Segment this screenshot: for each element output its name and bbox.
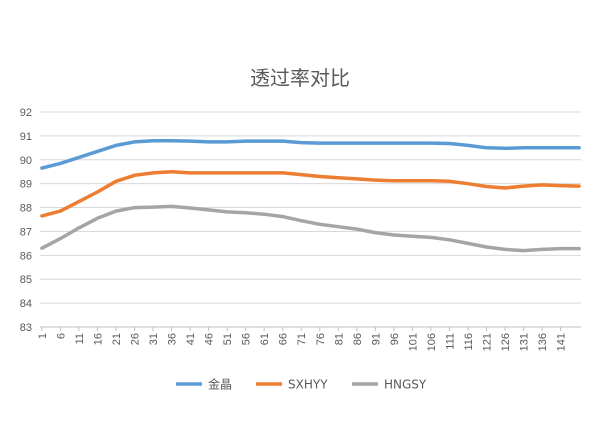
series-line-2 xyxy=(40,169,581,218)
y-tick-label: 90 xyxy=(20,155,32,167)
y-tick-label: 87 xyxy=(20,226,32,238)
x-tick-label: 36 xyxy=(167,333,179,345)
x-tick-label: 121 xyxy=(482,333,494,351)
x-tick-label: 96 xyxy=(389,333,401,345)
chart-title: 透过率对比 xyxy=(250,66,350,90)
series-line-1 xyxy=(40,138,581,170)
x-tick-label: 81 xyxy=(333,333,345,345)
x-tick-label: 126 xyxy=(500,333,512,351)
x-tick-label: 86 xyxy=(352,333,364,345)
legend-label: HNGSY xyxy=(384,378,427,392)
x-tick-label: 26 xyxy=(129,333,141,345)
x-tick-label: 41 xyxy=(185,333,197,345)
x-tick-label: 56 xyxy=(241,333,253,345)
y-tick-label: 84 xyxy=(20,298,32,310)
x-tick-label: 66 xyxy=(278,333,290,345)
x-tick-label: 51 xyxy=(222,333,234,345)
x-tick-label: 11 xyxy=(74,333,86,344)
y-tick-label: 83 xyxy=(20,322,32,334)
x-tick-label: 61 xyxy=(259,333,271,345)
legend[interactable]: 金晶 SXHYY HNGSY xyxy=(176,377,427,392)
x-tick-label: 91 xyxy=(370,333,382,345)
x-tick-label: 6 xyxy=(55,333,67,339)
legend-item[interactable]: 金晶 xyxy=(176,377,232,392)
x-tick-label: 71 xyxy=(296,333,308,345)
x-tick-label: 111 xyxy=(444,333,456,350)
x-tick-label: 76 xyxy=(315,333,327,345)
x-tick-label: 131 xyxy=(519,333,531,351)
x-tick-label: 116 xyxy=(463,333,475,351)
legend-label: 金晶 xyxy=(208,377,232,392)
y-tick-label: 91 xyxy=(20,131,32,143)
series-group xyxy=(40,138,581,253)
legend-label: SXHYY xyxy=(288,378,328,392)
x-tick-label: 136 xyxy=(537,333,549,351)
x-tick-label: 46 xyxy=(204,333,216,345)
y-tick-label: 88 xyxy=(20,203,32,215)
x-tick-label: 31 xyxy=(148,333,160,345)
x-tick-label: 21 xyxy=(111,333,123,345)
x-tick-label: 101 xyxy=(407,333,419,351)
x-tick-label: 141 xyxy=(556,333,568,351)
x-tick-label: 16 xyxy=(92,333,104,345)
y-tick-label: 89 xyxy=(20,179,32,191)
series-line-3 xyxy=(40,204,581,253)
y-tick-label: 85 xyxy=(20,274,32,286)
x-axis: 1 6 11 16 21 26 31 36 41 46 51 56 61 66 71 76 81 86 91 96 10… xyxy=(37,327,568,351)
legend-item[interactable]: SXHYY xyxy=(256,378,328,392)
x-tick-label: 106 xyxy=(426,333,438,351)
legend-item[interactable]: HNGSY xyxy=(352,378,427,392)
x-tick-label: 1 xyxy=(37,333,49,339)
y-tick-label: 92 xyxy=(20,107,32,119)
y-tick-label: 86 xyxy=(20,250,32,262)
y-axis: 83 84 85 86 87 88 89 90 91 92 xyxy=(20,107,32,334)
